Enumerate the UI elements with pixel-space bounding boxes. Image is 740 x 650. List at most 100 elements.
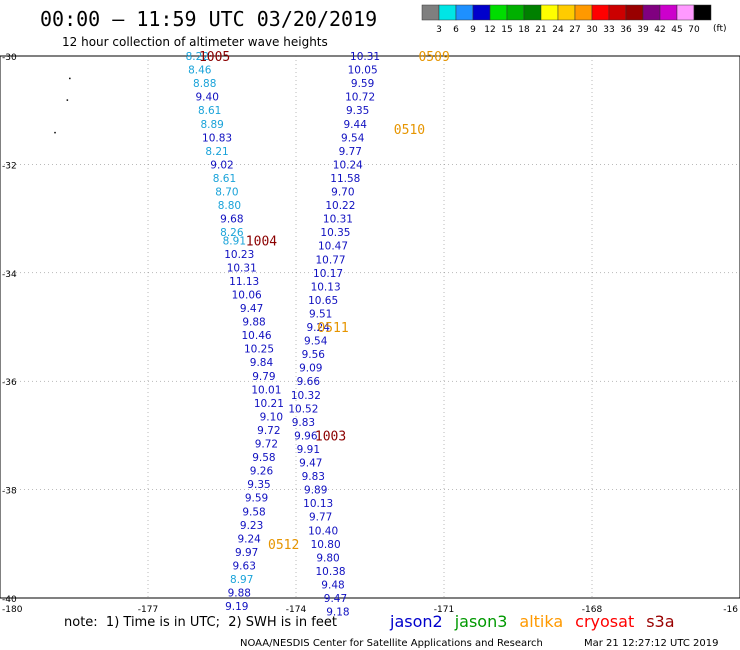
wave-height-value: 8.21 — [205, 146, 228, 158]
longitude-tick-labels: -180 -177 -174 -171 -168 -16 — [2, 605, 738, 615]
wave-height-value: 10.24 — [333, 159, 363, 171]
wave-height-value: 10.80 — [311, 539, 341, 551]
wave-height-value: 10.25 — [244, 344, 274, 356]
latitude-tick-label: -38 — [2, 487, 17, 497]
wave-height-value: 10.72 — [345, 92, 375, 104]
wave-height-value: 10.23 — [224, 249, 254, 261]
colorbar-tick-label: 9 — [470, 25, 476, 35]
wave-height-value: 10.77 — [316, 254, 346, 266]
footer-timestamp: Mar 21 12:27:12 UTC 2019 — [584, 638, 719, 649]
latitude-tick-label: -34 — [2, 270, 17, 280]
wave-height-value: 11.13 — [229, 276, 259, 288]
wave-height-value: 9.10 — [260, 411, 283, 423]
colorbar-swatch — [540, 4, 559, 21]
altimeter-track-west: 8.228.468.889.408.618.8910.838.219.028.6… — [186, 51, 284, 613]
pass-time-label: 1003 — [315, 429, 346, 444]
colorbar-swatch — [574, 4, 593, 21]
wave-height-value: 8.61 — [198, 105, 221, 117]
altimeter-track-east: 10.3110.059.5910.729.359.449.549.7710.24… — [288, 51, 380, 619]
wave-height-value: 8.61 — [213, 173, 236, 185]
wave-height-value: 9.24 — [237, 533, 261, 545]
wave-height-value: 9.44 — [344, 119, 368, 131]
satellite-legend-entry: cryosat — [575, 612, 634, 631]
wave-height-value: 10.52 — [288, 403, 318, 415]
footer-note: note: 1) Time is in UTC; 2) SWH is in fe… — [64, 615, 337, 630]
wave-height-value: 8.80 — [218, 200, 241, 212]
longitude-tick-label: -168 — [582, 605, 603, 615]
wave-height-value: 9.24 — [307, 322, 331, 334]
wave-height-value: 10.21 — [254, 398, 284, 410]
longitude-tick-label: -177 — [138, 605, 158, 615]
wave-height-value: 9.09 — [299, 363, 322, 375]
latitude-tick-label: -30 — [2, 53, 17, 63]
wave-height-value: 9.77 — [309, 512, 332, 524]
wave-height-value: 9.48 — [321, 579, 344, 591]
wave-height-value: 9.19 — [225, 601, 248, 613]
wave-height-value: 9.47 — [299, 458, 322, 470]
wave-height-value: 10.31 — [227, 262, 257, 274]
colorbar-tick-label: 45 — [671, 25, 682, 35]
wave-height-value: 9.54 — [304, 336, 328, 348]
colorbar-tick-label: 3 — [436, 25, 442, 35]
wave-height-value: 9.68 — [220, 214, 243, 226]
coastline-speck — [54, 131, 56, 134]
wave-height-value: 10.17 — [313, 268, 343, 280]
graticule — [0, 56, 740, 598]
wave-height-value: 9.18 — [326, 607, 349, 619]
map-frame — [0, 55, 740, 599]
wave-height-value: 10.83 — [202, 132, 232, 144]
colorbar-swatch — [608, 4, 627, 21]
wave-height-value: 9.35 — [346, 105, 369, 117]
colorbar-swatch — [438, 4, 457, 21]
wave-height-value: 9.84 — [250, 357, 274, 369]
wave-height-value: 8.70 — [215, 187, 238, 199]
wave-height-value: 9.70 — [331, 187, 354, 199]
pass-time-label: 1005 — [199, 50, 230, 65]
satellite-legend-entry: jason3 — [454, 612, 508, 631]
pass-time-label: 0510 — [394, 123, 425, 138]
wave-height-value: 9.77 — [339, 146, 362, 158]
wave-height-value: 9.56 — [302, 349, 326, 361]
latitude-tick-label: -36 — [2, 378, 17, 388]
latitude-tick-label: -40 — [2, 595, 17, 605]
wave-height-value: 9.02 — [210, 159, 233, 171]
footer-credit: NOAA/NESDIS Center for Satellite Applica… — [240, 638, 543, 649]
wave-height-value: 8.91 — [223, 235, 246, 247]
colorbar-swatch — [591, 4, 610, 21]
satellite-legend-entry: s3a — [646, 612, 674, 631]
longitude-tick-label: -171 — [434, 605, 454, 615]
latitude-tick-labels: -30 -32 -34 -36 -38 -40 — [2, 53, 17, 605]
wave-height-value: 9.35 — [247, 479, 270, 491]
wave-height-value: 9.91 — [297, 444, 320, 456]
colorbar-swatch — [489, 4, 508, 21]
wave-height-value: 10.47 — [318, 241, 348, 253]
wave-height-value: 9.59 — [245, 493, 268, 505]
latitude-tick-label: -32 — [2, 161, 17, 171]
colorbar-swatch — [472, 4, 491, 21]
colorbar-swatch — [506, 4, 525, 21]
wave-height-value: 8.26 — [220, 227, 244, 239]
colorbar-tick-label: 21 — [535, 25, 546, 35]
wave-height-value: 9.79 — [252, 371, 275, 383]
wave-height-value: 9.97 — [235, 547, 258, 559]
wave-height-value: 8.88 — [193, 78, 216, 90]
pass-time-labels: 1005 1004 1003 0509 0510 0511 0512 — [199, 50, 450, 553]
wave-height-value: 10.31 — [323, 214, 353, 226]
colorbar-tick-label: 33 — [603, 25, 614, 35]
longitude-tick-label: -174 — [286, 605, 307, 615]
wave-height-value: 9.23 — [240, 520, 263, 532]
wave-height-value: 9.59 — [351, 78, 374, 90]
colorbar-tick-label: 12 — [484, 25, 495, 35]
colorbar-tick-label: 27 — [569, 25, 580, 35]
wave-height-value: 10.31 — [350, 51, 380, 63]
colorbar-tick-label: 70 — [688, 25, 700, 35]
colorbar-tick-label: 30 — [586, 25, 598, 35]
wave-height-value: 10.65 — [308, 295, 338, 307]
pass-time-label: 0509 — [418, 50, 449, 65]
wave-height-value: 10.22 — [325, 200, 355, 212]
wave-height-value: 8.97 — [230, 574, 253, 586]
wave-height-value: 8.22 — [186, 51, 209, 63]
wave-height-value: 10.01 — [251, 384, 281, 396]
longitude-tick-label: -180 — [2, 605, 23, 615]
